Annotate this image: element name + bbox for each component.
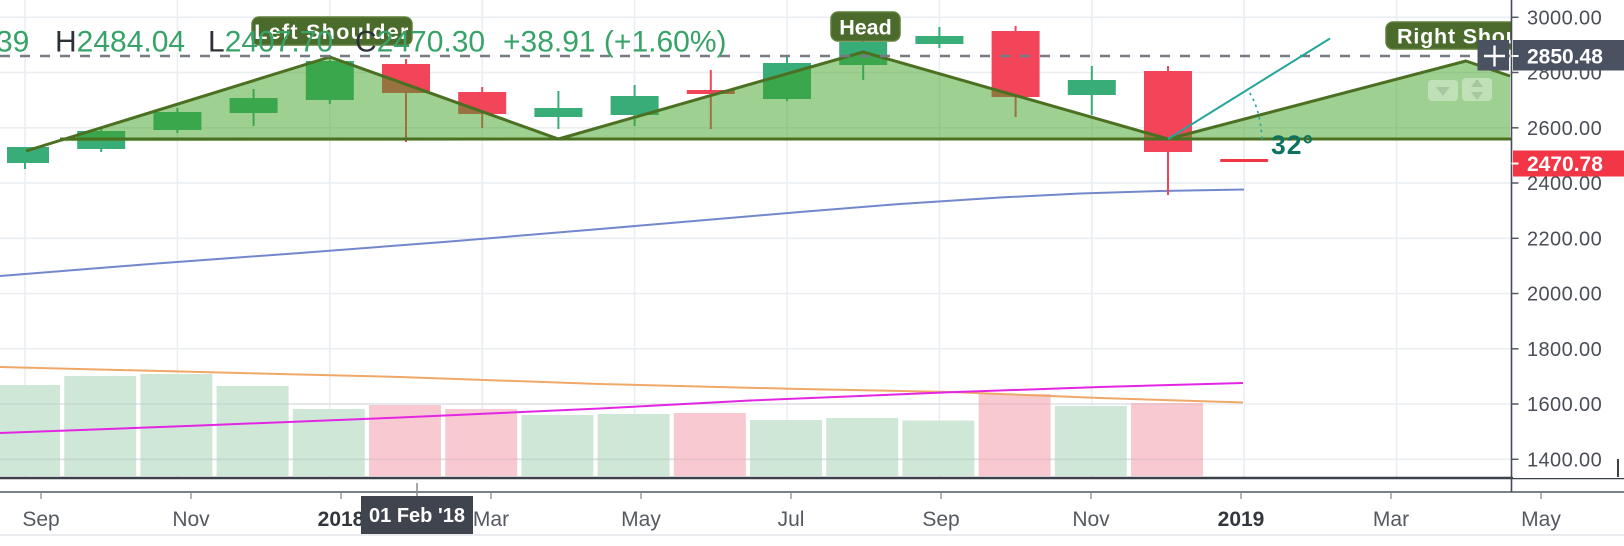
svg-text:Nov: Nov [1072,508,1110,531]
svg-text:1600.00: 1600.00 [1527,394,1602,416]
svg-text:May: May [1521,508,1561,531]
svg-text:32°: 32° [1271,130,1314,160]
svg-text:Mar: Mar [1373,508,1409,531]
svg-text:01 Feb '18: 01 Feb '18 [369,505,465,527]
svg-text:2019: 2019 [1218,508,1265,531]
svg-text:C2470.30: C2470.30 [355,26,485,59]
svg-text:Sep: Sep [22,508,59,531]
svg-text:1400.00: 1400.00 [1527,449,1602,471]
svg-text:Jul: Jul [778,508,805,531]
svg-text:Head: Head [839,16,892,40]
svg-text:3000.00: 3000.00 [1527,7,1602,29]
svg-text:1800.00: 1800.00 [1527,339,1602,361]
svg-text:Nov: Nov [172,508,210,531]
svg-text:May: May [621,508,661,531]
svg-text:2850.48: 2850.48 [1527,46,1603,69]
svg-text:Left Shoulder: Left Shoulder [254,20,409,44]
svg-text:L2407.70: L2407.70 [208,26,333,59]
svg-text:2018: 2018 [318,508,365,531]
svg-text:+38.91 (+1.60%): +38.91 (+1.60%) [503,26,727,59]
svg-text:2470.78: 2470.78 [1527,153,1603,176]
svg-text:2600.00: 2600.00 [1527,118,1602,140]
svg-text:H2484.04: H2484.04 [55,26,185,59]
svg-text:Sep: Sep [922,508,959,531]
svg-text:2200.00: 2200.00 [1527,228,1602,250]
svg-text:2000.00: 2000.00 [1527,284,1602,306]
svg-text:Mar: Mar [473,508,509,531]
svg-text:2400.00: 2400.00 [1527,173,1602,195]
svg-text:39: 39 [0,26,29,59]
